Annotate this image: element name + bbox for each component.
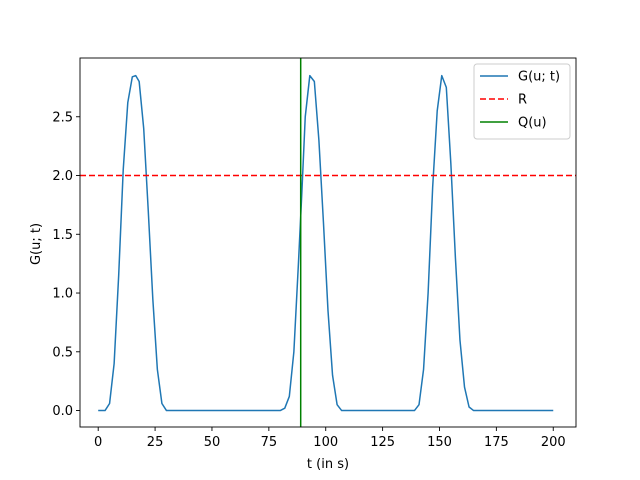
y-axis-label: G(u; t): [29, 223, 44, 265]
legend-label: G(u; t): [518, 70, 560, 85]
series-line-g: [98, 74, 554, 412]
axes-frame: [79, 57, 577, 428]
x-tick-label: 150: [427, 435, 452, 450]
legend-label: R: [518, 93, 527, 108]
legend: G(u; t) R Q(u): [473, 63, 571, 140]
legend-label: Q(u): [518, 116, 547, 131]
x-tick-label: 175: [484, 435, 509, 450]
x-tick-label: 200: [541, 435, 566, 450]
x-tick-label: 0: [94, 435, 102, 450]
y-tick-label: 0.5: [52, 345, 73, 360]
x-tick-label: 25: [147, 435, 164, 450]
y-tick-label: 1.0: [52, 287, 73, 302]
legend-box: [473, 63, 571, 140]
series-layer: [80, 58, 576, 427]
y-tick-label: 2.5: [52, 110, 73, 125]
y-tick-label: 2.0: [52, 169, 73, 184]
x-tick-label: 125: [370, 435, 395, 450]
y-tick-label: 0.0: [52, 404, 73, 419]
axis-ticks: 0 25 50 75 100 125 150 175 200 0.0 0.5 1.0 1.5 2.0 2.5: [52, 110, 565, 450]
x-tick-label: 75: [261, 435, 278, 450]
x-tick-label: 100: [313, 435, 338, 450]
x-axis-label: t (in s): [307, 457, 349, 472]
y-tick-label: 1.5: [52, 228, 73, 243]
x-tick-label: 50: [204, 435, 221, 450]
